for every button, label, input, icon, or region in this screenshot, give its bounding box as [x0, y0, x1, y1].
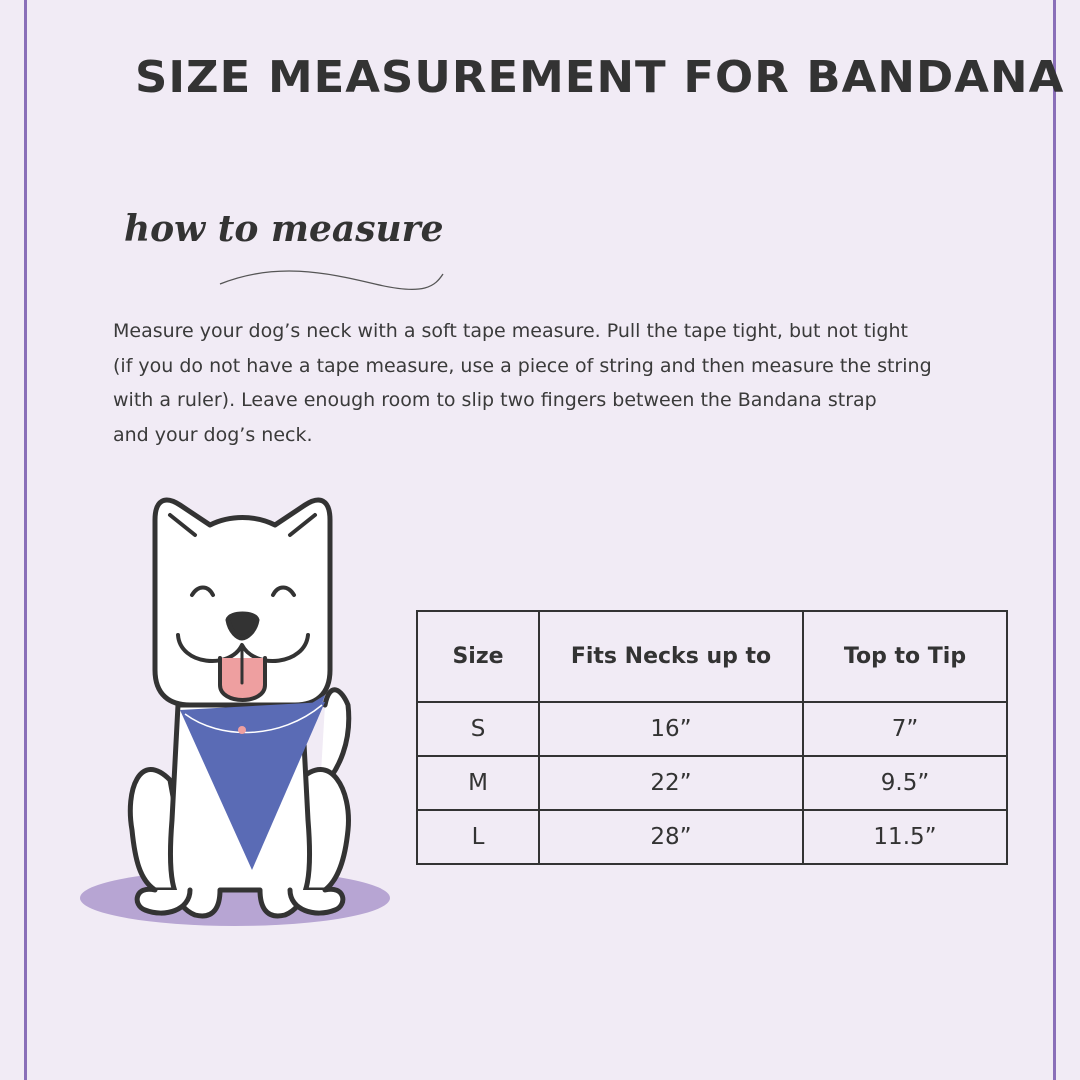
cell-size: L	[416, 809, 540, 865]
cell-top-to-tip: 7”	[802, 701, 1008, 757]
dog-illustration	[80, 497, 390, 926]
header-size: Size	[416, 610, 540, 703]
section-subtitle: how to measure	[124, 208, 444, 250]
table-header-row: Size Fits Necks up to Top to Tip	[416, 610, 1008, 703]
table-row: S 16” 7”	[416, 701, 1008, 757]
table-row: M 22” 9.5”	[416, 755, 1008, 811]
swash-decoration	[219, 270, 444, 291]
size-table: Size Fits Necks up to Top to Tip S 16” 7…	[416, 610, 1008, 865]
cell-top-to-tip: 11.5”	[802, 809, 1008, 865]
instruction-line: with a ruler). Leave enough room to slip…	[113, 389, 877, 411]
instruction-line: (if you do not have a tape measure, use …	[113, 354, 932, 377]
table-row: L 28” 11.5”	[416, 809, 1008, 865]
left-border	[24, 0, 27, 1080]
cell-neck: 22”	[538, 755, 804, 811]
instruction-line: Measure your dog’s neck with a soft tape…	[113, 320, 908, 342]
right-border	[1053, 0, 1056, 1080]
cell-neck: 28”	[538, 809, 804, 865]
instructions-paragraph: Measure your dog’s neck with a soft tape…	[113, 314, 1013, 452]
cell-top-to-tip: 9.5”	[802, 755, 1008, 811]
cell-size: M	[416, 755, 540, 811]
cell-size: S	[416, 701, 540, 757]
page-title: SIZE MEASUREMENT FOR BANDANA	[135, 52, 1065, 103]
header-neck: Fits Necks up to	[538, 610, 804, 703]
header-top-to-tip: Top to Tip	[802, 610, 1008, 703]
instruction-line: and your dog’s neck.	[113, 423, 313, 446]
cell-neck: 16”	[538, 701, 804, 757]
